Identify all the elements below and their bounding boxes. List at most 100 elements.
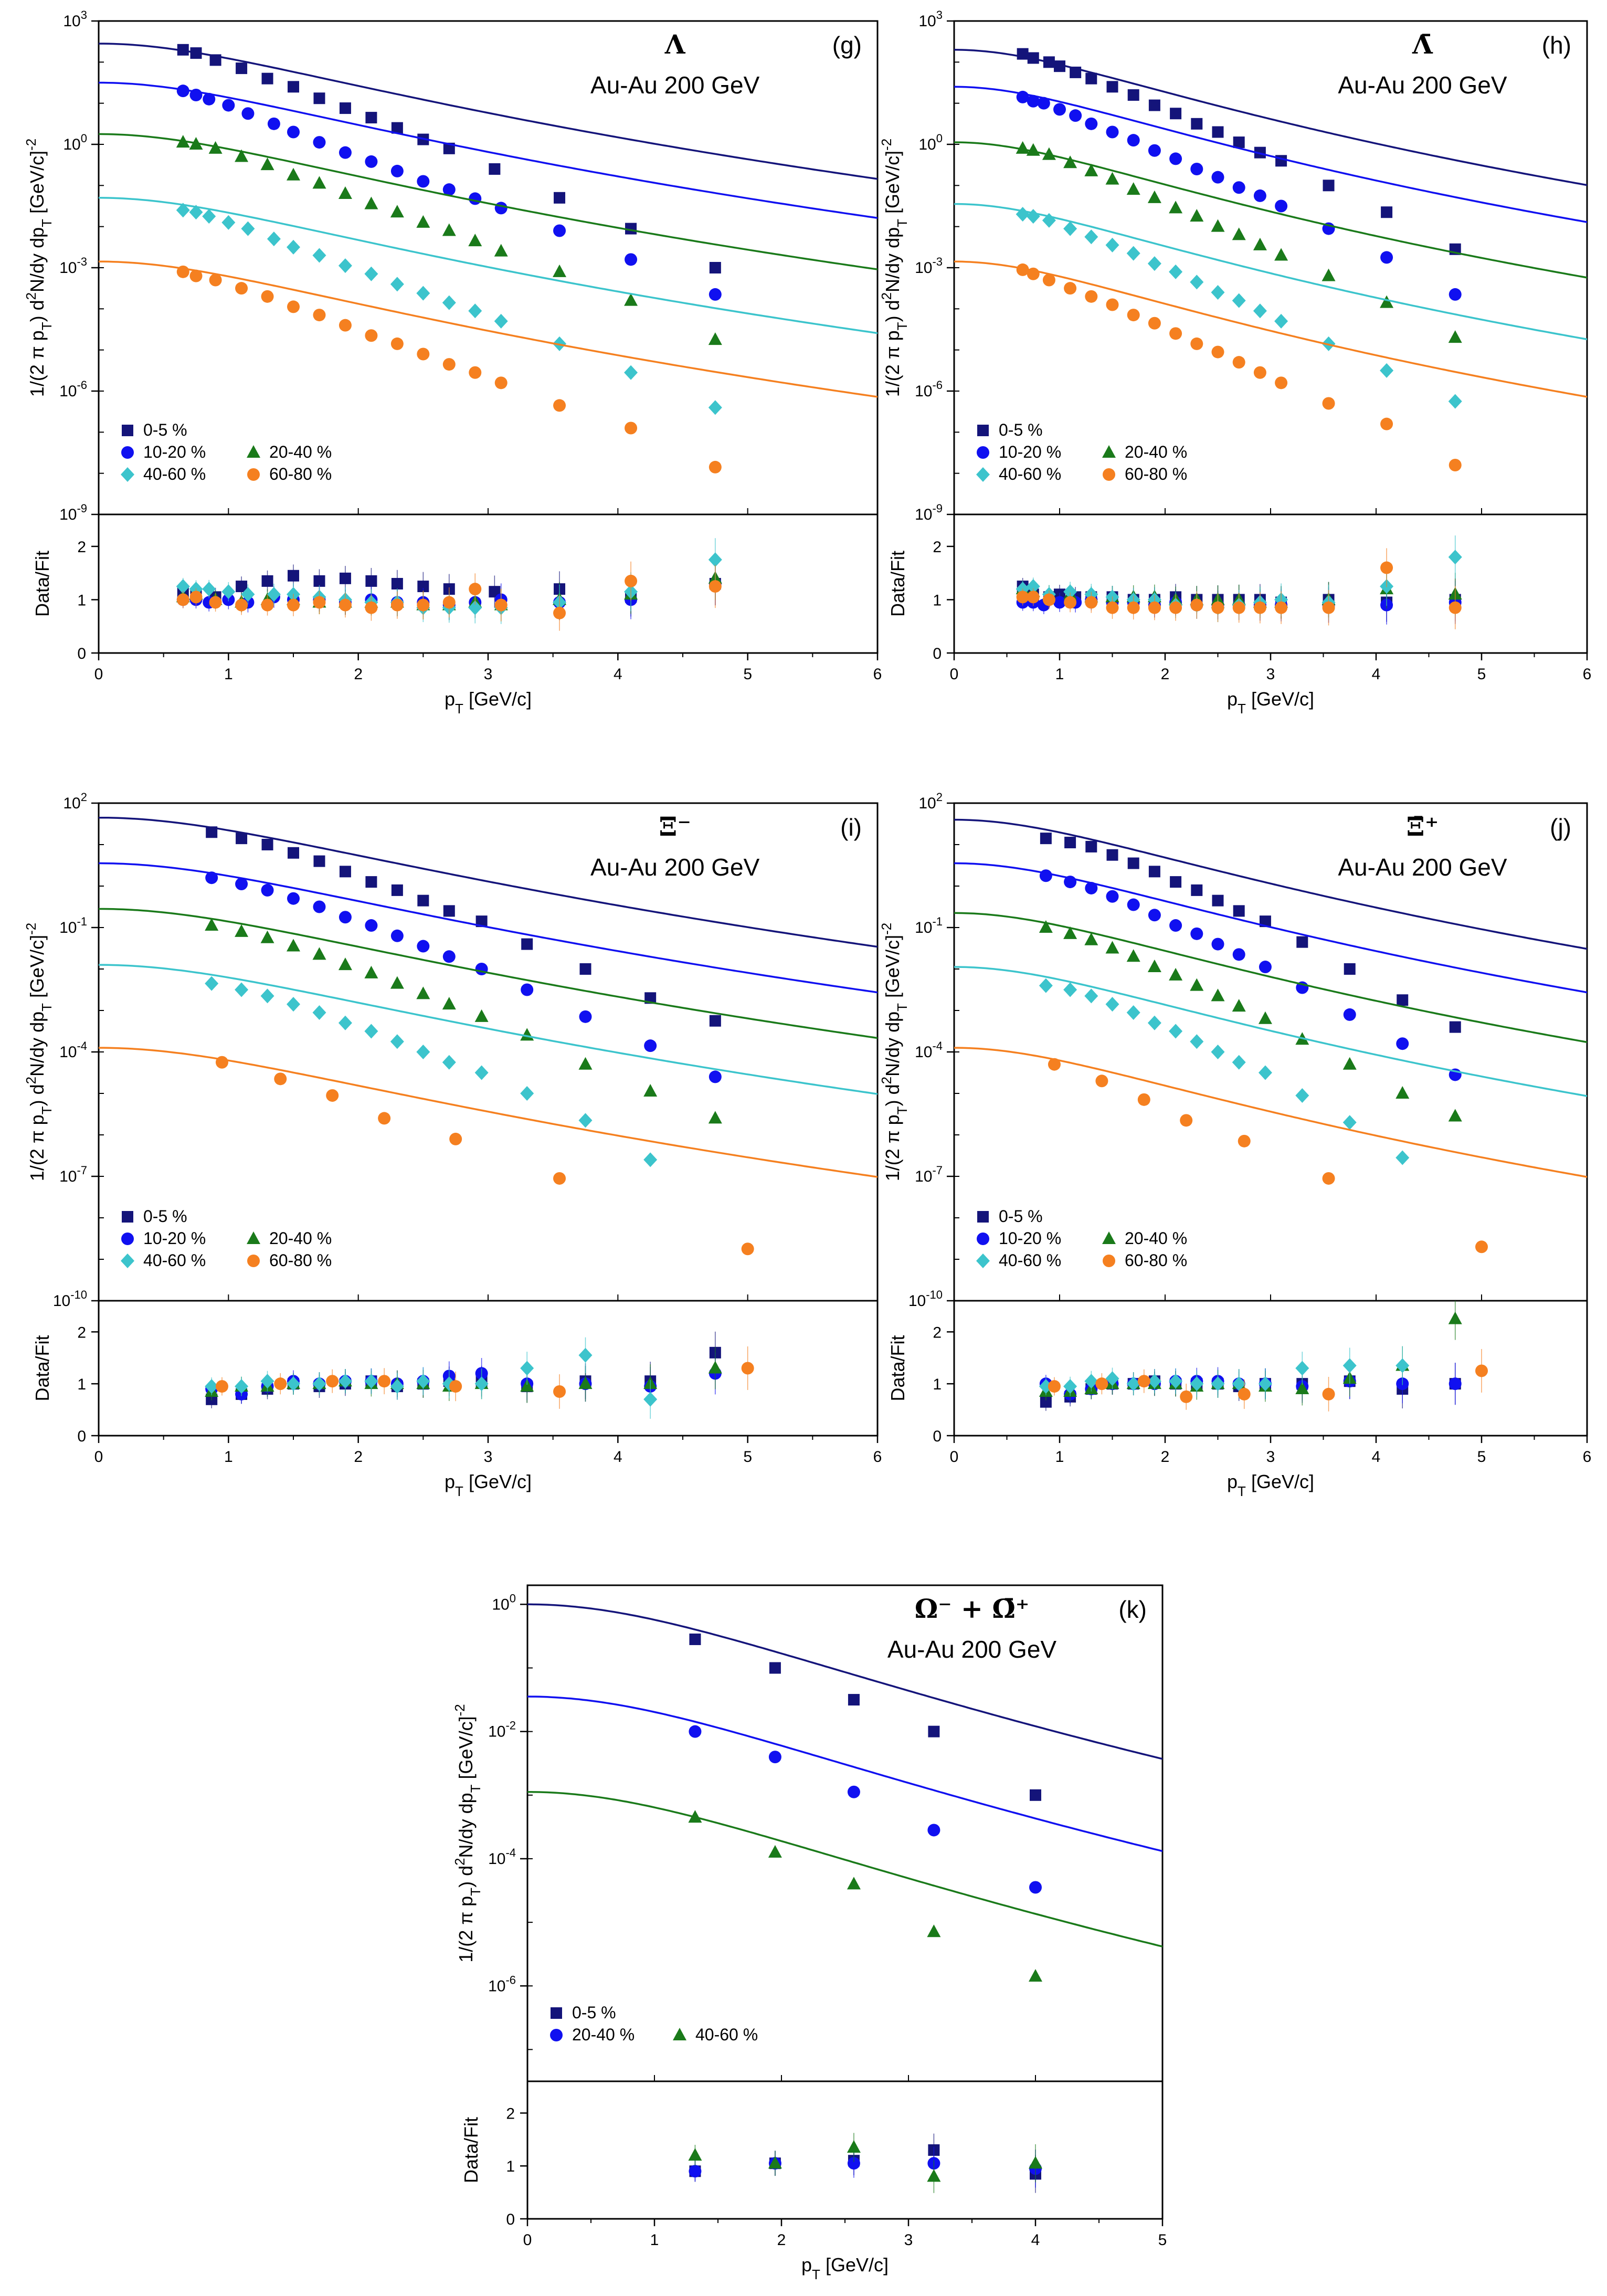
panel-label: (h) [1542,31,1571,59]
ratio-point [1063,1379,1077,1394]
data-point [443,905,455,917]
ratio-point [1064,596,1077,609]
data-point [1126,246,1140,261]
data-point [1211,345,1224,359]
data-point [1042,273,1055,287]
system-label: Au-Au 200 GeV [590,854,760,881]
data-point [1380,295,1394,308]
legend-label: 20-40 % [572,2025,635,2044]
data-point [927,1824,940,1837]
data-point [494,313,508,329]
data-point [261,839,273,850]
data-point [1212,126,1224,138]
ratio-point [468,600,482,615]
y-tick-label: 10-10 [53,1288,87,1310]
data-point [1449,459,1462,471]
data-point [1084,163,1098,176]
data-point [1030,1789,1041,1801]
data-point [708,400,722,415]
x-axis-label: pT [GeV/c] [445,1471,532,1499]
ratio-point [1295,1361,1309,1376]
legend-label: 0-5 % [999,1207,1043,1226]
data-point [189,205,203,220]
y-tick-label: 10-9 [59,502,87,523]
particle-label: Ω⁻ + Ω̄⁺ [915,1593,1030,1624]
fit-curve [99,81,877,219]
ratio-point [1040,1396,1052,1408]
data-point [1064,282,1077,295]
ratio-point [365,601,378,614]
ratio-point [260,1374,274,1389]
data-point [177,44,189,56]
data-point [287,939,300,952]
chart-panel: 0 1 2 3 4 5 6pT [GeV/c]10-1010-710-410-11021/(… [23,791,882,1499]
data-point [416,286,430,301]
data-point [1069,109,1082,122]
data-point [206,826,218,838]
y-tick-label: 10-4 [488,1846,516,1868]
ratio-point [643,1392,658,1407]
ratio-point [1448,1311,1462,1324]
data-point [267,117,280,130]
fit-curve [527,1695,1162,1852]
ratio-point [1258,1376,1272,1392]
ratio-point [1053,596,1066,609]
ratio-point [313,596,326,609]
panel-label: (g) [832,31,862,59]
data-point [1211,938,1224,951]
data-point [1106,849,1118,861]
ratio-point [847,2157,860,2170]
ratio-point [1148,601,1161,614]
data-point [260,157,274,171]
data-point [741,1242,754,1256]
ratio-point [1137,1375,1150,1388]
data-point [1085,290,1098,303]
data-point [1190,927,1203,940]
ratio-tick-label: 2 [77,539,86,556]
legend-marker [247,1255,260,1267]
data-point [1396,1037,1409,1050]
ratio-point [1016,591,1029,604]
data-point [1127,857,1139,869]
legend-label: 0-5 % [999,420,1043,439]
ratio-point [1106,601,1119,614]
ratio-point [209,596,222,609]
data-point [1259,915,1271,928]
ratio-plot-frame [526,2080,1164,2220]
data-point [442,358,456,371]
x-tick-label: 6 [1583,666,1592,683]
data-point [1191,118,1203,130]
ratio-point [417,581,429,593]
x-tick-label: 5 [743,666,752,683]
data-point [339,911,352,924]
data-point [644,992,657,1004]
data-point [1211,285,1225,300]
data-point [1190,209,1204,222]
x-tick-label: 0 [523,2231,532,2249]
ratio-axis-label: Data/Fit [31,1335,53,1401]
data-point [469,192,482,205]
x-tick-label: 4 [1372,1448,1381,1466]
data-point [847,1877,861,1890]
panel-label: (i) [840,814,862,841]
data-point [1448,1109,1462,1122]
data-point [1169,919,1182,932]
data-point [390,976,404,989]
ratio-point [189,591,203,604]
data-point [1169,152,1182,165]
data-point [1211,1045,1225,1059]
ratio-point [927,2169,941,2182]
x-tick-label: 0 [950,1448,959,1466]
legend-label: 60-80 % [269,465,332,483]
data-point [189,89,203,101]
data-point [1084,988,1098,1004]
legend-marker [121,467,134,482]
data-point [1085,72,1097,85]
data-point [287,239,300,255]
ratio-point [287,1376,300,1392]
fit-curve [954,260,1587,398]
data-point [287,167,300,181]
legend-label: 40-60 % [695,2025,758,2044]
data-point [1211,171,1224,184]
data-point [848,1694,860,1706]
